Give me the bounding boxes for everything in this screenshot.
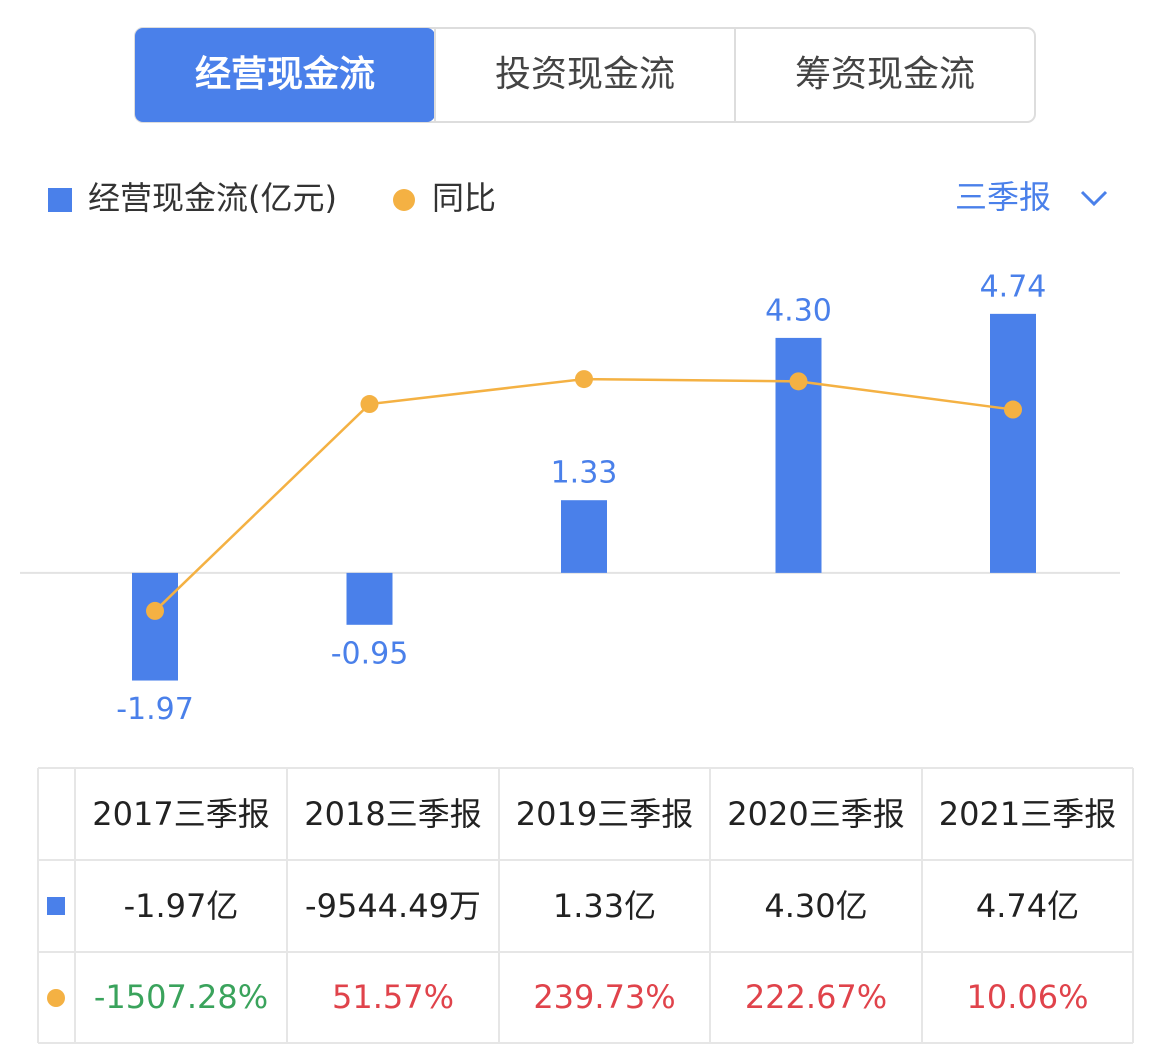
table-cell: 1.33亿 — [553, 887, 656, 925]
table-cell: 4.30亿 — [764, 887, 867, 925]
table-cell: 4.74亿 — [976, 887, 1079, 925]
bar — [132, 572, 178, 681]
table-header: 2019三季报 — [516, 795, 693, 833]
dropdown-arrow[interactable] — [1080, 190, 1108, 207]
bar-value-label: 4.30 — [765, 293, 832, 328]
tab-active-bg[interactable] — [135, 28, 435, 122]
legend-swatch — [48, 188, 72, 212]
yoy-point — [789, 372, 808, 391]
bar-value-label: 1.33 — [551, 456, 618, 491]
tab-label[interactable]: 投资现金流 — [495, 54, 675, 95]
table-cell: 222.67% — [745, 978, 887, 1016]
yoy-point — [360, 395, 379, 414]
table-cell: 10.06% — [966, 978, 1088, 1016]
tab-label[interactable]: 筹资现金流 — [795, 54, 975, 95]
table-header: 2017三季报 — [92, 795, 269, 833]
table-header: 2018三季报 — [304, 795, 481, 833]
bar — [990, 313, 1036, 573]
table-cell: -9544.49万 — [305, 887, 481, 925]
bar-value-label: -1.97 — [116, 692, 194, 727]
table-header: 2021三季报 — [939, 795, 1116, 833]
bar-value-label: -0.95 — [331, 636, 409, 671]
table-cell: 51.57% — [332, 978, 454, 1016]
tab-label[interactable]: 经营现金流 — [195, 53, 375, 95]
legend-label: 同比 — [432, 179, 496, 217]
yoy-point — [146, 601, 164, 620]
yoy-line — [154, 377, 1014, 612]
bar — [346, 572, 393, 625]
bar-value-label: 4.74 — [980, 269, 1047, 304]
period-selector[interactable]: 三季报 — [955, 178, 1051, 216]
table-legend-icon — [47, 897, 65, 915]
bar — [561, 500, 607, 573]
yoy-point — [575, 370, 593, 389]
table-header: 2020三季报 — [727, 795, 904, 833]
table-cell: -1.97亿 — [124, 887, 239, 925]
table-legend-icon — [47, 989, 65, 1007]
yoy-point — [1004, 400, 1022, 419]
legend-swatch — [393, 189, 415, 211]
table-cell: -1507.28% — [94, 978, 268, 1016]
legend-label: 经营现金流(亿元) — [88, 179, 337, 217]
table-cell: 239.73% — [533, 978, 675, 1016]
